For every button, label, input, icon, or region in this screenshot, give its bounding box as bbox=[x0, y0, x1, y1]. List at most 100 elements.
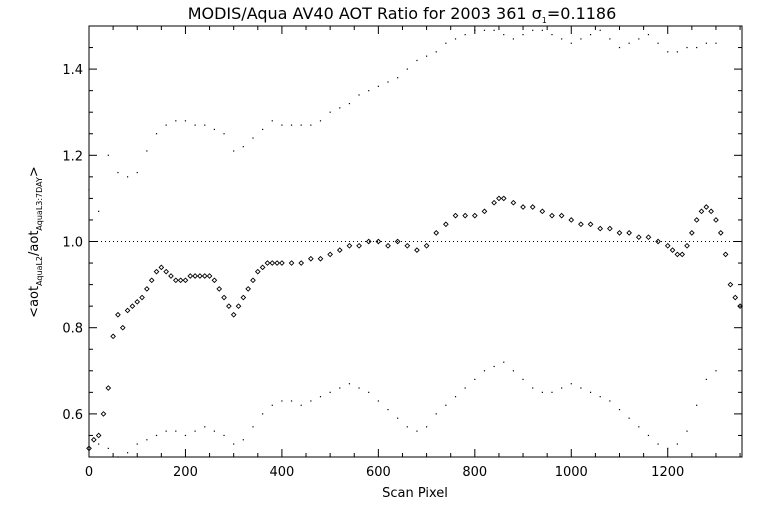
data-point bbox=[626, 230, 632, 236]
data-point bbox=[580, 38, 582, 40]
data-point bbox=[686, 430, 688, 432]
data-point bbox=[175, 120, 177, 122]
data-point bbox=[703, 204, 710, 210]
data-point bbox=[201, 273, 208, 279]
data-point bbox=[445, 42, 447, 44]
data-point bbox=[213, 430, 215, 432]
data-point bbox=[570, 42, 572, 44]
data-point bbox=[541, 29, 543, 31]
data-point bbox=[144, 286, 150, 292]
data-point bbox=[529, 204, 536, 210]
data-point bbox=[368, 90, 370, 92]
data-point bbox=[597, 225, 604, 232]
data-point bbox=[385, 242, 391, 249]
data-point bbox=[310, 400, 312, 402]
data-point bbox=[618, 46, 621, 49]
data-point bbox=[667, 447, 669, 449]
data-point bbox=[462, 212, 469, 219]
data-point bbox=[618, 408, 621, 411]
data-point bbox=[568, 217, 575, 223]
data-point bbox=[153, 268, 160, 275]
data-point bbox=[510, 199, 517, 206]
data-point bbox=[298, 260, 305, 266]
data-point bbox=[512, 370, 515, 372]
data-point bbox=[377, 400, 379, 402]
data-point bbox=[184, 434, 187, 437]
data-point bbox=[242, 146, 244, 148]
y-tick-label: 0.6 bbox=[62, 408, 83, 423]
data-point bbox=[155, 434, 158, 437]
data-point bbox=[522, 378, 524, 381]
x-axis-label: Scan Pixel bbox=[382, 486, 448, 501]
data-point bbox=[346, 242, 353, 249]
data-point bbox=[503, 361, 505, 363]
data-point bbox=[607, 225, 613, 232]
data-point bbox=[628, 42, 630, 44]
data-point bbox=[387, 408, 389, 411]
data-point bbox=[414, 247, 420, 253]
x-tick-label: 0 bbox=[85, 465, 93, 480]
data-point bbox=[194, 430, 196, 432]
data-point bbox=[737, 303, 743, 309]
data-point bbox=[667, 51, 669, 53]
data-point bbox=[290, 400, 293, 402]
x-tick-label: 400 bbox=[269, 465, 294, 480]
data-point bbox=[95, 432, 102, 439]
data-point bbox=[269, 260, 276, 266]
data-point bbox=[110, 333, 116, 340]
data-point bbox=[139, 294, 145, 301]
data-point bbox=[233, 443, 235, 445]
data-point bbox=[522, 34, 524, 36]
data-point bbox=[271, 404, 273, 406]
data-point bbox=[117, 171, 119, 174]
data-point bbox=[689, 230, 695, 236]
data-point bbox=[715, 370, 717, 372]
data-point bbox=[387, 81, 389, 83]
data-point bbox=[329, 111, 331, 113]
data-point bbox=[423, 242, 430, 249]
data-point bbox=[580, 387, 582, 389]
data-point bbox=[368, 391, 370, 393]
x-tick-label: 200 bbox=[173, 465, 198, 480]
data-point bbox=[520, 204, 526, 210]
data-point bbox=[425, 55, 428, 57]
data-point bbox=[541, 391, 543, 393]
data-point bbox=[570, 383, 572, 385]
y-tick-label: 1.4 bbox=[62, 63, 83, 78]
data-point bbox=[264, 260, 271, 266]
data-point bbox=[90, 436, 97, 443]
data-point bbox=[259, 264, 266, 271]
data-point bbox=[117, 456, 119, 458]
data-point bbox=[148, 277, 155, 284]
data-point bbox=[308, 255, 314, 262]
data-point bbox=[589, 391, 592, 393]
data-point bbox=[165, 430, 167, 432]
data-point bbox=[715, 42, 717, 44]
series-2 bbox=[88, 361, 717, 458]
data-point bbox=[300, 124, 302, 126]
data-point bbox=[172, 277, 179, 284]
data-point bbox=[310, 124, 312, 126]
data-point bbox=[233, 150, 235, 152]
data-point bbox=[443, 221, 449, 228]
data-point bbox=[319, 120, 322, 122]
data-point bbox=[356, 242, 362, 249]
data-point bbox=[493, 29, 495, 31]
data-point bbox=[163, 268, 170, 275]
data-point bbox=[136, 443, 138, 445]
x-tick-label: 600 bbox=[366, 465, 391, 480]
data-point bbox=[100, 411, 107, 417]
data-point bbox=[319, 396, 322, 398]
data-point bbox=[226, 303, 232, 309]
data-points bbox=[86, 29, 743, 458]
data-point bbox=[669, 247, 676, 253]
chart-title: MODIS/Aqua AV40 AOT Ratio for 2003 361 σ… bbox=[188, 4, 617, 25]
data-point bbox=[705, 42, 707, 44]
y-tick-label: 1.2 bbox=[62, 149, 83, 164]
data-point bbox=[464, 387, 466, 389]
data-point bbox=[194, 124, 196, 126]
data-point bbox=[377, 85, 379, 87]
data-point bbox=[638, 38, 640, 40]
data-point bbox=[279, 260, 285, 266]
